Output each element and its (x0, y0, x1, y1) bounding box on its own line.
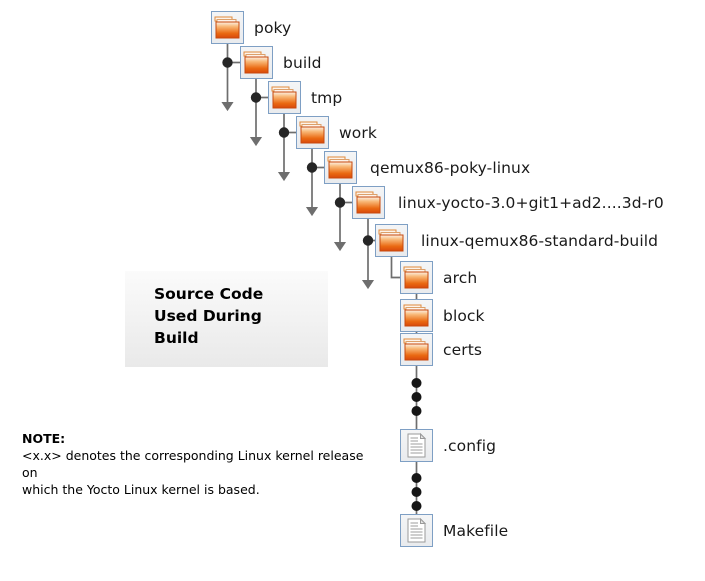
callout-text: Source Code Used During Build (154, 283, 263, 349)
folder-icon (400, 299, 433, 332)
note-block: NOTE: <x.x> denotes the corresponding Li… (22, 430, 372, 498)
tree-node-linux-yocto[interactable]: linux-yocto-3.0+git1+ad2....3d-r0 (352, 186, 664, 219)
note-line-2: which the Yocto Linux kernel is based. (22, 482, 260, 497)
tree-node-label: .config (443, 436, 497, 455)
tree-node-label: linux-yocto-3.0+git1+ad2....3d-r0 (398, 193, 664, 212)
tree-node-label: qemux86-poky-linux (370, 158, 531, 177)
tree-node-label: linux-qemux86-standard-build (421, 231, 659, 250)
folder-icon (324, 151, 357, 184)
folder-icon (296, 116, 329, 149)
tree-node-config[interactable]: .config (400, 429, 496, 462)
tree-node-makefile[interactable]: Makefile (400, 514, 508, 547)
document-icon (400, 429, 433, 462)
tree-node-tmp[interactable]: tmp (268, 81, 342, 114)
folder-icon (211, 11, 244, 44)
tree-node-label: block (443, 306, 485, 325)
document-icon (400, 514, 433, 547)
callout-line-2: Used During (154, 307, 262, 325)
tree-node-label: poky (254, 18, 292, 37)
tree-node-qemux86-poky-linux[interactable]: qemux86-poky-linux (324, 151, 530, 184)
tree-node-certs[interactable]: certs (400, 333, 482, 366)
folder-icon (352, 186, 385, 219)
folder-icon (268, 81, 301, 114)
folder-icon (240, 46, 273, 79)
folder-icon (375, 224, 408, 257)
tree-node-label: Makefile (443, 521, 509, 540)
source-code-callout: Source Code Used During Build (125, 271, 328, 367)
tree-node-block[interactable]: block (400, 299, 485, 332)
tree-node-arch[interactable]: arch (400, 261, 477, 294)
tree-node-work[interactable]: work (296, 116, 377, 149)
note-line-1: <x.x> denotes the corresponding Linux ke… (22, 448, 364, 480)
tree-node-label: work (339, 123, 377, 142)
tree-node-label: build (283, 53, 322, 72)
tree-node-label: certs (443, 340, 483, 359)
folder-icon (400, 261, 433, 294)
tree-node-build[interactable]: build (240, 46, 322, 79)
folder-icon (400, 333, 433, 366)
tree-node-poky[interactable]: poky (211, 11, 291, 44)
tree-node-label: tmp (311, 88, 343, 107)
tree-node-label: arch (443, 268, 478, 287)
tree-node-standard-build[interactable]: linux-qemux86-standard-build (375, 224, 658, 257)
note-title: NOTE: (22, 431, 66, 446)
callout-line-1: Source Code (154, 285, 264, 303)
callout-line-3: Build (154, 329, 199, 347)
